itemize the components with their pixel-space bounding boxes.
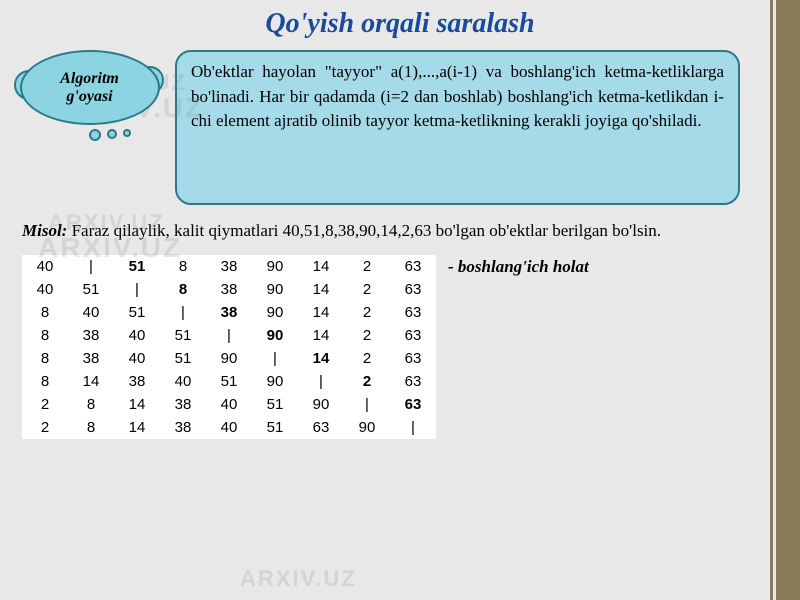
example-text: Faraz qilaylik, kalit qiymatlari 40,51,8… <box>67 221 661 240</box>
table-row: 28143840516390| <box>22 416 436 439</box>
table-row: 838405190|14263 <box>22 347 436 370</box>
table-cell: 8 <box>68 416 114 439</box>
table-cell: 8 <box>68 393 114 416</box>
table-cell: 2 <box>344 347 390 370</box>
table-row: 8384051|9014263 <box>22 324 436 347</box>
table-cell: 90 <box>252 370 298 393</box>
table-cell: 90 <box>252 255 298 278</box>
table-cell: 14 <box>298 255 344 278</box>
table-cell: 14 <box>298 347 344 370</box>
table-cell: 2 <box>344 278 390 301</box>
table-cell: 2 <box>344 324 390 347</box>
cloud-line1: Algoritm <box>60 70 119 88</box>
table-cell: 40 <box>114 324 160 347</box>
table-cell: 63 <box>390 324 436 347</box>
side-stripe <box>770 0 800 600</box>
table-cell: 63 <box>390 255 436 278</box>
table-cell: 63 <box>390 347 436 370</box>
watermark: ARXIV.UZ <box>240 566 357 592</box>
separator-cell: | <box>298 370 344 393</box>
table-cell: 40 <box>68 301 114 324</box>
table-cell: 14 <box>114 416 160 439</box>
header-row: Algoritm g'oyasi Ob'ektlar hayolan "tayy… <box>0 50 800 205</box>
table-cell: 8 <box>160 255 206 278</box>
table-cell: 40 <box>22 278 68 301</box>
table-cell: 90 <box>252 324 298 347</box>
table-cell: 14 <box>298 324 344 347</box>
table-cell: 38 <box>68 324 114 347</box>
table-cell: 63 <box>390 278 436 301</box>
table-cell: 90 <box>298 393 344 416</box>
table-cell: 14 <box>298 278 344 301</box>
table-cell: 38 <box>206 301 252 324</box>
table-cell: 38 <box>206 255 252 278</box>
table-cell: 51 <box>206 370 252 393</box>
table-cell: 63 <box>298 416 344 439</box>
table-cell: 63 <box>390 393 436 416</box>
table-cell: 40 <box>22 255 68 278</box>
table-cell: 14 <box>114 393 160 416</box>
table-cell: 63 <box>390 370 436 393</box>
separator-cell: | <box>68 255 114 278</box>
table-cell: 51 <box>160 324 206 347</box>
cloud-tail <box>89 129 131 141</box>
table-cell: 8 <box>22 370 68 393</box>
table-cell: 2 <box>22 416 68 439</box>
table-area: 40|5183890142634051|838901426384051|3890… <box>0 255 800 439</box>
table-cell: 51 <box>114 301 160 324</box>
table-cell: 2 <box>344 255 390 278</box>
dot-icon <box>89 129 101 141</box>
separator-cell: | <box>206 324 252 347</box>
cloud-bubble: Algoritm g'oyasi <box>20 50 160 125</box>
separator-cell: | <box>344 393 390 416</box>
cloud-callout: Algoritm g'oyasi <box>12 50 167 141</box>
table-row: 4051|8389014263 <box>22 278 436 301</box>
cloud-line2: g'oyasi <box>66 88 112 106</box>
table-cell: 51 <box>252 416 298 439</box>
separator-cell: | <box>160 301 206 324</box>
dot-icon <box>107 129 117 139</box>
table-cell: 40 <box>160 370 206 393</box>
table-cell: 38 <box>160 393 206 416</box>
table-cell: 8 <box>22 301 68 324</box>
table-cell: 2 <box>22 393 68 416</box>
table-cell: 90 <box>206 347 252 370</box>
table-row: 81438405190|263 <box>22 370 436 393</box>
table-cell: 2 <box>344 370 390 393</box>
table-cell: 51 <box>160 347 206 370</box>
initial-state-label: - boshlang'ich holat <box>448 257 589 277</box>
table-cell: 14 <box>298 301 344 324</box>
table-cell: 14 <box>68 370 114 393</box>
table-cell: 38 <box>68 347 114 370</box>
table-cell: 40 <box>206 416 252 439</box>
table-cell: 38 <box>206 278 252 301</box>
table-cell: 63 <box>390 301 436 324</box>
table-cell: 51 <box>68 278 114 301</box>
table-cell: 40 <box>114 347 160 370</box>
algorithm-description-box: Ob'ektlar hayolan "tayyor" a(1),...,a(i-… <box>175 50 740 205</box>
table-cell: 40 <box>206 393 252 416</box>
table-cell: 8 <box>160 278 206 301</box>
table-row: 84051|389014263 <box>22 301 436 324</box>
table-cell: 51 <box>114 255 160 278</box>
table-cell: 8 <box>22 324 68 347</box>
dot-icon <box>123 129 131 137</box>
table-cell: 51 <box>252 393 298 416</box>
sorting-steps-table: 40|5183890142634051|838901426384051|3890… <box>22 255 436 439</box>
table-cell: 8 <box>22 347 68 370</box>
separator-cell: | <box>114 278 160 301</box>
separator-cell: | <box>390 416 436 439</box>
table-row: 40|518389014263 <box>22 255 436 278</box>
table-cell: 90 <box>252 301 298 324</box>
example-label: Misol: <box>22 221 67 240</box>
table-cell: 38 <box>114 370 160 393</box>
table-cell: 38 <box>160 416 206 439</box>
table-cell: 90 <box>252 278 298 301</box>
table-row: 281438405190|63 <box>22 393 436 416</box>
table-cell: 90 <box>344 416 390 439</box>
table-cell: 2 <box>344 301 390 324</box>
example-paragraph: Misol: Faraz qilaylik, kalit qiymatlari … <box>0 205 800 249</box>
separator-cell: | <box>252 347 298 370</box>
page-title: Qo'yish orqali saralash <box>0 0 800 40</box>
